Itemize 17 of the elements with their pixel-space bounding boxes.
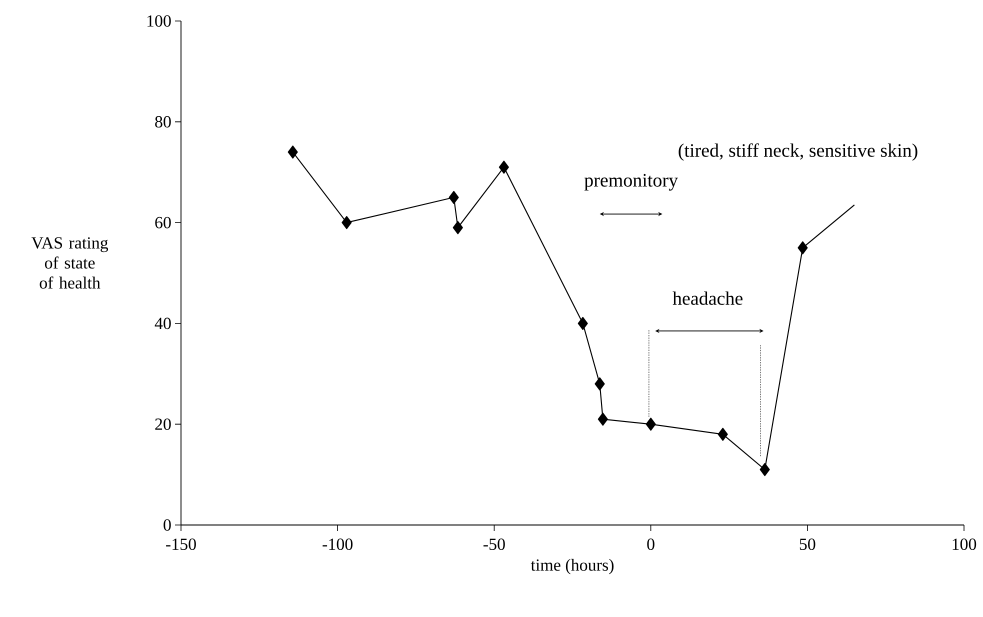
annotation: premonitory xyxy=(584,174,678,191)
annotation: headache xyxy=(672,292,742,305)
x-tick-label: 100 xyxy=(952,538,976,550)
y-tick-label: 20 xyxy=(155,418,171,430)
y-tick-label: 80 xyxy=(155,116,171,128)
x-tick-label: 50 xyxy=(800,538,816,550)
y-tick-label: 0 xyxy=(164,519,171,531)
annotation: (tired, stiff neck, sensitive skin) xyxy=(678,143,918,161)
x-tick-label: -50 xyxy=(484,538,505,550)
y-tick-label: 40 xyxy=(154,318,171,330)
y-tick-label: 60 xyxy=(155,216,171,228)
y-axis-title: VAS rating of state of health xyxy=(31,237,108,289)
x-tick-label: -100 xyxy=(322,538,353,550)
x-axis-title: time (hours) xyxy=(530,558,614,574)
y-tick-label: 100 xyxy=(147,15,171,27)
x-tick-label: 0 xyxy=(647,538,654,550)
x-tick-label: -150 xyxy=(166,538,196,550)
